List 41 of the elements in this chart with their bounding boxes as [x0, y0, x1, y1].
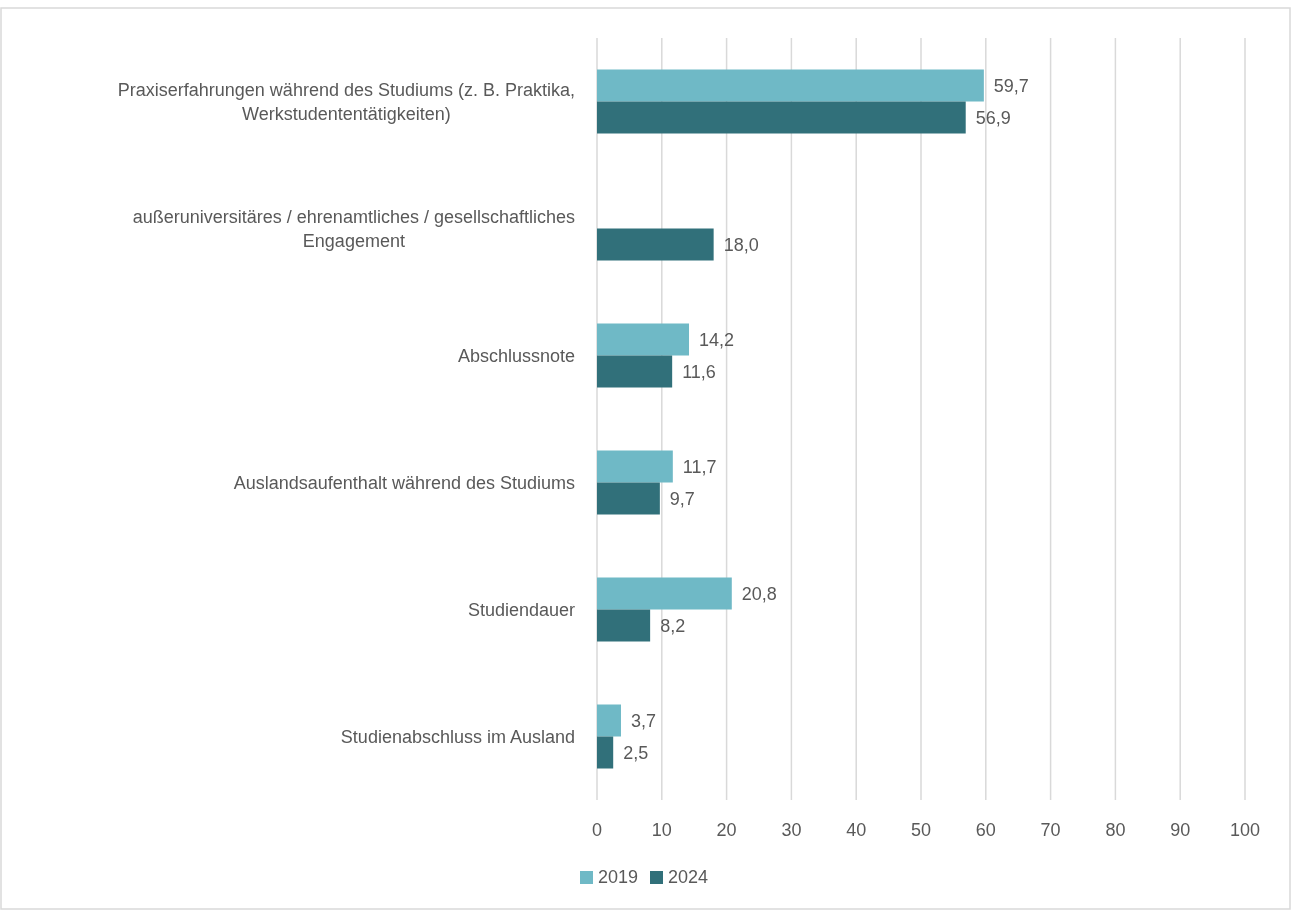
bar	[597, 704, 621, 737]
x-tick-label: 90	[1170, 820, 1191, 840]
y-tick-label: Studienabschluss im Ausland	[340, 726, 575, 747]
data-label: 9,7	[669, 488, 695, 509]
data-label: 20,8	[741, 583, 777, 604]
data-label: 2,5	[623, 742, 649, 763]
x-tick-label: 0	[591, 820, 603, 840]
x-tick-label: 60	[975, 820, 996, 840]
y-tick-label: Studiendauer	[467, 599, 575, 620]
data-label: 11,6	[682, 361, 716, 382]
bar	[597, 323, 690, 356]
data-label: 59,7	[993, 75, 1029, 96]
x-tick-label: 20	[716, 820, 737, 840]
data-label: 11,7	[682, 456, 717, 477]
y-tick-label: außeruniversitäres / ehrenamtliches / gesellschaftliches Engagement	[132, 206, 575, 251]
bar	[597, 355, 673, 388]
data-label: 56,9	[975, 107, 1011, 128]
bar	[597, 101, 966, 134]
y-tick-label: Praxiserfahrungen während des Studiums (z. B. Praktika, Werkstudententätigkeiten)	[117, 79, 575, 124]
x-tick-label: 100	[1229, 820, 1261, 840]
x-tick-label: 70	[1040, 820, 1061, 840]
x-tick-label: 40	[846, 820, 867, 840]
legend-label: 2024	[668, 867, 709, 887]
y-tick-label: Auslandsaufenthalt während des Studiums	[233, 472, 575, 493]
bar	[597, 228, 714, 261]
bar	[597, 609, 651, 642]
legend-label: 2019	[598, 867, 639, 887]
bar	[597, 482, 660, 515]
y-tick-label: Abschlussnote	[457, 345, 575, 366]
data-label: 14,2	[699, 329, 735, 350]
bar	[597, 736, 614, 769]
data-label: 8,2	[660, 615, 686, 636]
x-tick-label: 80	[1105, 820, 1126, 840]
x-tick-label: 50	[910, 820, 932, 840]
x-tick-label: 30	[781, 820, 802, 840]
data-label: 18,0	[723, 234, 759, 255]
bar	[597, 577, 732, 610]
bar	[597, 450, 673, 483]
bar	[597, 69, 984, 102]
x-tick-label: 10	[651, 820, 672, 840]
data-label: 3,7	[630, 710, 657, 731]
